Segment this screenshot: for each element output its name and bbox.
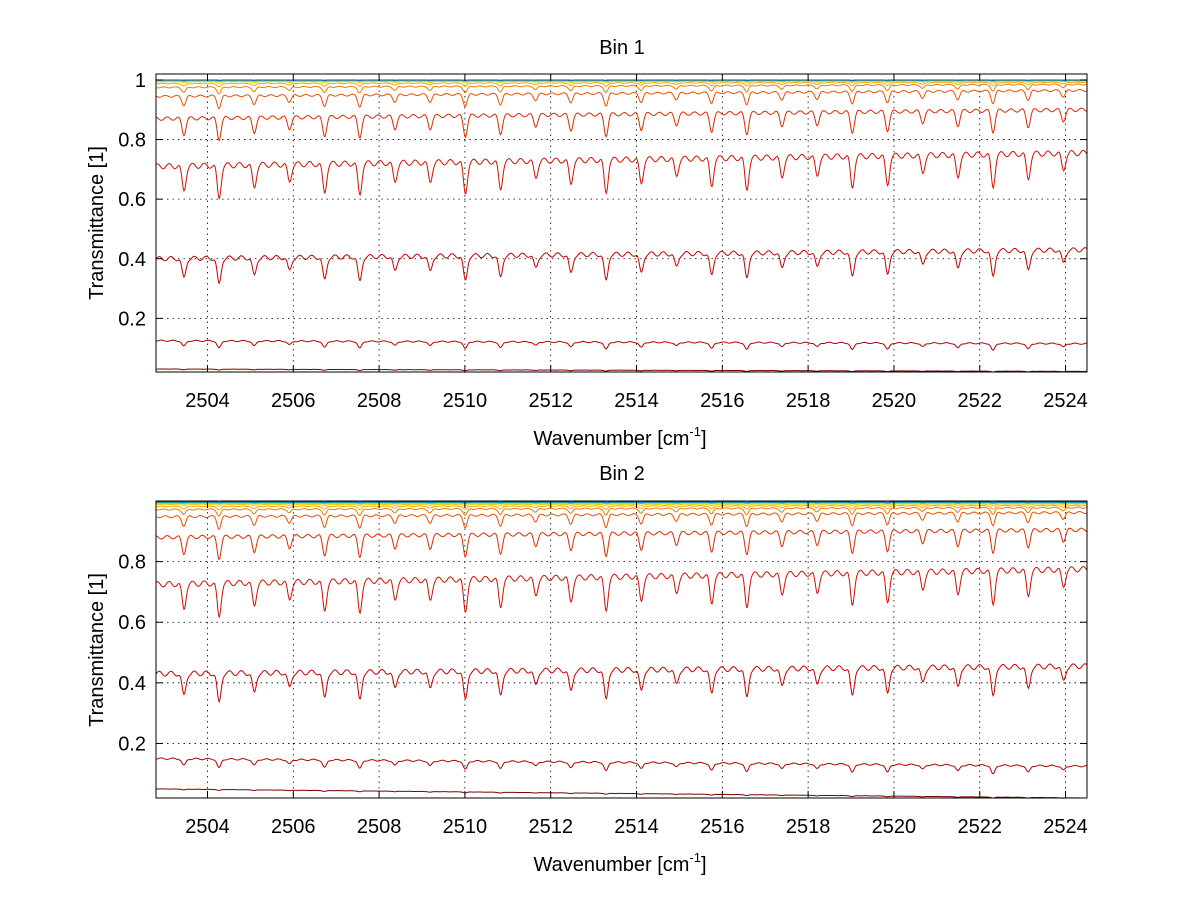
chart-bin-1: Bin 1 2504 2506 2508 2510 2512 2514 2516 2518 25… bbox=[86, 37, 1088, 450]
series-line-4 bbox=[155, 566, 1088, 619]
y-tick-label: 0.4 bbox=[118, 249, 146, 271]
plot-frame bbox=[155, 73, 1088, 373]
x-axis-label-unit-exponent: -1 bbox=[689, 424, 701, 439]
y-tick-label: 0.8 bbox=[118, 130, 146, 152]
x-axis-label: Wavenumber [cm-1] bbox=[533, 850, 706, 876]
x-axis-label-tail: ] bbox=[701, 854, 707, 876]
x-tick-label: 2510 bbox=[443, 390, 488, 412]
x-tick-label: 2518 bbox=[786, 390, 831, 412]
y-tick-label: 0.4 bbox=[118, 673, 146, 695]
y-tick-label: 1 bbox=[135, 70, 146, 92]
y-tick-label: 0.6 bbox=[118, 189, 146, 211]
x-tick-label: 2510 bbox=[443, 816, 488, 838]
x-axis-label: Wavenumber [cm-1] bbox=[533, 424, 706, 450]
x-tick-label: 2520 bbox=[872, 390, 917, 412]
x-tick-label: 2508 bbox=[357, 390, 402, 412]
series-line-3 bbox=[155, 663, 1088, 703]
x-ticks: 2504 2506 2508 2510 2512 2514 2516 2518 2520 2522… bbox=[185, 501, 1088, 838]
series-line-9 bbox=[155, 503, 1088, 507]
series-line-1 bbox=[155, 368, 1088, 373]
series-line-8 bbox=[155, 504, 1088, 511]
y-tick-label: 0.6 bbox=[118, 612, 146, 634]
x-tick-label: 2504 bbox=[185, 816, 230, 838]
x-tick-label: 2522 bbox=[957, 390, 1002, 412]
x-axis-label-tail: ] bbox=[701, 428, 707, 450]
x-tick-label: 2516 bbox=[700, 390, 745, 412]
y-ticks: 0.2 0.4 0.6 0.8 bbox=[118, 552, 1087, 755]
x-tick-label: 2514 bbox=[614, 390, 659, 412]
chart-bin-2: Bin 2 2504 2506 2508 2510 2512 2514 2516 2518 25… bbox=[86, 463, 1088, 876]
y-ticks: 0.2 0.4 0.6 0.8 1 bbox=[118, 70, 1087, 330]
series-lines bbox=[155, 79, 1088, 373]
x-tick-label: 2508 bbox=[357, 816, 402, 838]
x-ticks: 2504 2506 2508 2510 2512 2514 2516 2518 2520 2522… bbox=[185, 74, 1088, 412]
y-tick-label: 0.2 bbox=[118, 308, 146, 330]
x-tick-label: 2506 bbox=[271, 816, 316, 838]
series-line-2 bbox=[155, 339, 1088, 351]
x-tick-label: 2506 bbox=[271, 390, 316, 412]
x-tick-label: 2524 bbox=[1043, 390, 1088, 412]
series-line-1 bbox=[155, 788, 1088, 799]
y-axis-label: Transmittance [1] bbox=[86, 573, 108, 727]
chart-title: Bin 1 bbox=[599, 37, 645, 59]
chart-title: Bin 2 bbox=[599, 463, 645, 485]
x-tick-label: 2504 bbox=[185, 390, 230, 412]
x-tick-label: 2520 bbox=[872, 816, 917, 838]
series-lines bbox=[155, 501, 1088, 799]
series-line-7 bbox=[155, 83, 1088, 95]
y-tick-label: 0.2 bbox=[118, 733, 146, 755]
x-tick-label: 2524 bbox=[1043, 816, 1088, 838]
x-axis-label-main: Wavenumber [cm bbox=[533, 428, 689, 450]
x-axis-label-unit-exponent: -1 bbox=[689, 850, 701, 865]
series-line-6 bbox=[155, 511, 1088, 531]
y-axis-label: Transmittance [1] bbox=[86, 146, 108, 300]
grid bbox=[156, 74, 1087, 372]
grid bbox=[156, 501, 1087, 798]
series-line-8 bbox=[155, 81, 1088, 88]
series-line-6 bbox=[155, 88, 1088, 110]
x-axis-label-main: Wavenumber [cm bbox=[533, 854, 689, 876]
series-line-3 bbox=[155, 247, 1088, 285]
x-tick-label: 2512 bbox=[528, 390, 573, 412]
x-tick-label: 2512 bbox=[528, 816, 573, 838]
x-tick-label: 2518 bbox=[786, 816, 831, 838]
series-line-5 bbox=[155, 107, 1088, 142]
series-line-11 bbox=[156, 501, 1088, 504]
series-line-5 bbox=[155, 527, 1088, 561]
x-tick-label: 2514 bbox=[614, 816, 659, 838]
y-tick-label: 0.8 bbox=[118, 552, 146, 574]
x-tick-label: 2522 bbox=[957, 816, 1002, 838]
series-line-7 bbox=[155, 506, 1088, 517]
series-line-10 bbox=[155, 502, 1088, 505]
series-line-9 bbox=[155, 80, 1088, 84]
series-line-2 bbox=[155, 757, 1088, 775]
series-line-4 bbox=[155, 149, 1088, 201]
plot-frame bbox=[155, 500, 1088, 799]
x-tick-label: 2516 bbox=[700, 816, 745, 838]
